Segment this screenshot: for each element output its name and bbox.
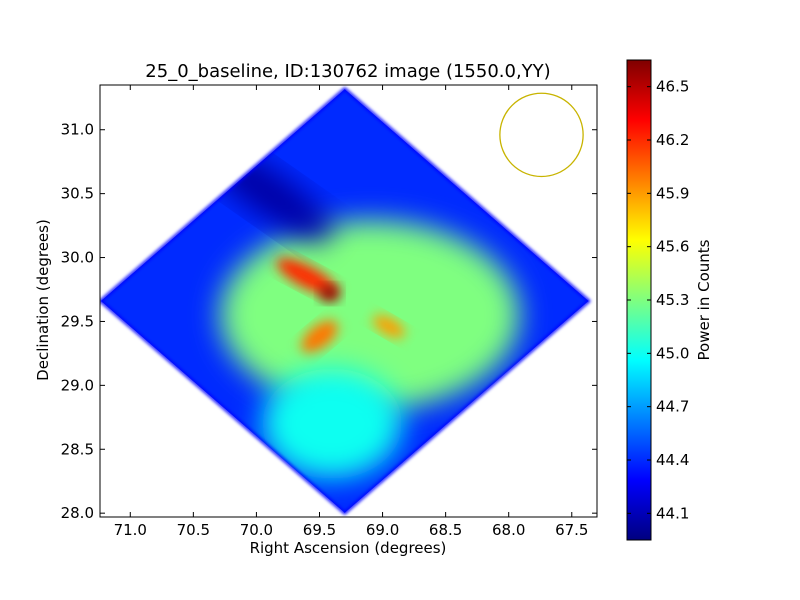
region-south-lobe: [262, 368, 403, 479]
y-tick-label: 30.0: [61, 249, 94, 267]
y-tick-label: 28.5: [61, 440, 94, 458]
x-tick-label: 71.0: [114, 521, 147, 539]
x-tick-label: 70.5: [177, 521, 210, 539]
y-tick-label: 28.0: [61, 504, 94, 522]
region-bright-peak: [319, 285, 340, 302]
colorbar-tick-label: 46.2: [656, 131, 689, 149]
x-tick-label: 69.0: [366, 521, 399, 539]
colorbar-tick-label: 45.3: [656, 291, 689, 309]
y-tick-label: 29.5: [61, 312, 94, 330]
x-axis-ticks: 71.0 70.5 70.0 69.5 69.0 68.5 68.0 67.5: [114, 85, 588, 539]
colorbar-tick-label: 44.4: [656, 451, 689, 469]
colorbar-tick-label: 45.9: [656, 184, 689, 202]
x-tick-label: 70.0: [240, 521, 273, 539]
x-tick-label: 67.5: [555, 521, 588, 539]
region-bright-arc-south: [301, 320, 338, 354]
chart-title: 25_0_baseline, ID:130762 image (1550.0,Y…: [145, 61, 550, 82]
footprint-edge: [100, 87, 592, 515]
colorbar-tick-label: 45.6: [656, 238, 689, 256]
colorbar-tick-label: 44.1: [656, 504, 689, 522]
colorbar-tick-label: 44.7: [656, 398, 689, 416]
colorbar-tick-label: 45.0: [656, 344, 689, 362]
y-tick-label: 31.0: [61, 121, 94, 139]
y-axis-label: Declination (degrees): [34, 219, 52, 381]
footprint-group: [100, 89, 589, 513]
y-axis-ticks: 28.0 28.5 29.0 29.5 30.0 30.5 31.0: [61, 121, 597, 522]
y-tick-label: 30.5: [61, 185, 94, 203]
beam-marker: [499, 92, 584, 178]
heatmap-layer: [100, 87, 592, 515]
x-tick-label: 68.0: [492, 521, 525, 539]
beam-circle: [499, 92, 584, 178]
region-east-blob: [372, 315, 405, 338]
y-tick-label: 29.0: [61, 376, 94, 394]
plot-frame: [99, 84, 598, 518]
colorbar-tick-label: 46.5: [656, 78, 689, 96]
x-tick-label: 68.5: [429, 521, 462, 539]
x-tick-label: 69.5: [303, 521, 336, 539]
x-axis-label: Right Ascension (degrees): [250, 539, 447, 557]
colorbar-ticks: 44.1 44.4 44.7 45.0 45.3 45.6 45.9 46.2 46.5: [627, 78, 689, 522]
region-bright-arc-north: [276, 258, 338, 296]
colorbar-label: Power in Counts: [695, 239, 713, 360]
